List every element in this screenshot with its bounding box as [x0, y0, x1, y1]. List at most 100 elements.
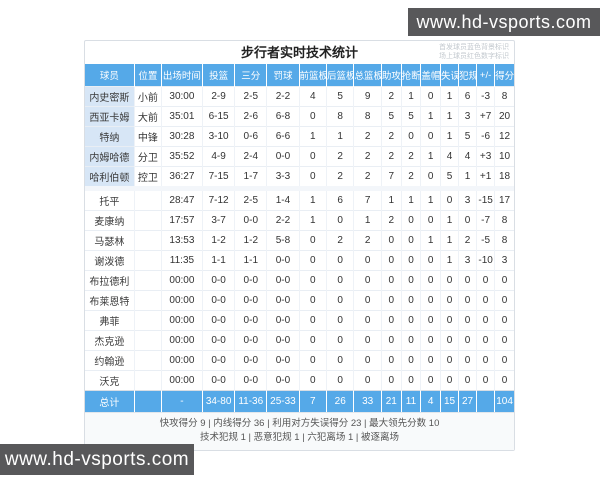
total-stat-cell	[476, 390, 496, 412]
stat-cell: 3-10	[202, 126, 236, 147]
column-header: 投篮	[202, 64, 236, 87]
stat-cell: 3-7	[202, 210, 236, 231]
stat-cell: 0	[420, 270, 442, 291]
stat-cell: 7-15	[202, 166, 236, 189]
stat-cell: 0-0	[266, 250, 300, 271]
stat-cell: 1	[440, 106, 460, 127]
stat-cell: 0	[353, 350, 382, 371]
stat-cell: 7-12	[202, 186, 236, 211]
stat-cell: 1	[299, 210, 327, 231]
stat-cell: 2	[401, 146, 422, 167]
stat-cell: 0	[494, 370, 514, 391]
total-stat-cell: 7	[299, 390, 327, 412]
legend-line-oncourt: 场上球员红色数字标识	[439, 52, 509, 60]
stat-cell: 0	[420, 370, 442, 391]
stat-cell: 0-0	[202, 310, 236, 331]
stats-table: 球员 位置 出场时间 投篮 三分 罚球 前篮板 后篮板 总篮板 助攻 抢断 盖帽 失误 犯规 +/- 得分 内史…	[85, 64, 514, 412]
title-row: 步行者实时技术统计 首发球员蓝色背景标识 场上球员红色数字标识	[85, 41, 514, 64]
stat-cell: 0	[353, 250, 382, 271]
total-stat-cell: 33	[353, 390, 382, 412]
stat-cell: 1	[420, 230, 442, 251]
stat-cell: 3	[458, 250, 478, 271]
stat-cell: 0	[476, 330, 496, 351]
stat-cell: 8	[494, 210, 514, 231]
stat-cell: 8	[494, 86, 514, 107]
stat-cell: 0	[420, 310, 442, 331]
stat-cell: -10	[476, 250, 496, 271]
total-stat-cell: -	[161, 390, 204, 412]
stat-cell: 2	[353, 166, 382, 189]
stat-cell: 0-0	[266, 350, 300, 371]
stat-cell: -7	[476, 210, 496, 231]
stat-cell: 2	[326, 166, 355, 189]
total-stat-cell: 34-80	[202, 390, 236, 412]
stat-cell: 0	[299, 166, 327, 189]
stat-cell: 0	[440, 350, 460, 371]
stat-cell: 0	[299, 370, 327, 391]
player-row: 西亚卡姆 大前 35:01 6-15 2-6 6-8 0 8 8 5 5 1 1 3 +7 20	[85, 106, 514, 127]
stat-cell: 20	[494, 106, 514, 127]
player-name-cell: 马瑟林	[85, 230, 135, 251]
stat-cell: 2-6	[234, 106, 268, 127]
player-row: 内史密斯 小前 30:00 2-9 2-5 2-2 4 5 9 2 1 0 1 6 -3 8	[85, 86, 514, 107]
stat-cell: 7	[381, 166, 402, 189]
stat-cell: 2	[353, 146, 382, 167]
player-name-cell: 沃克	[85, 370, 135, 391]
stat-cell: 8	[353, 106, 382, 127]
stat-cell: 0	[401, 350, 422, 371]
watermark-top: www.hd-vsports.com	[408, 8, 600, 36]
stat-cell: 1-4	[266, 186, 300, 211]
player-name-cell: 内史密斯	[85, 86, 135, 107]
stat-cell: 2-5	[234, 86, 268, 107]
stat-cell: -5	[476, 230, 496, 251]
stat-cell: 2-2	[266, 86, 300, 107]
total-stat-cell: 15	[440, 390, 460, 412]
stat-cell: 0-0	[234, 290, 268, 311]
stat-cell: 0	[458, 350, 478, 371]
stat-cell	[134, 310, 162, 331]
stat-cell: 0	[476, 290, 496, 311]
stat-cell: 0	[401, 250, 422, 271]
total-stat-cell: 4	[420, 390, 442, 412]
stat-cell: 0	[299, 330, 327, 351]
stat-cell: 0-0	[234, 330, 268, 351]
column-header: 球员	[85, 64, 135, 87]
stat-cell: 3	[494, 250, 514, 271]
stat-cell: 0-0	[266, 290, 300, 311]
stat-cell: 2	[381, 126, 402, 147]
stat-cell: 1	[440, 86, 460, 107]
stat-cell: 0	[381, 270, 402, 291]
stat-cell: 0	[440, 270, 460, 291]
stat-cell: 35:01	[161, 106, 204, 127]
column-header: 罚球	[266, 64, 300, 87]
stat-cell: 0	[299, 146, 327, 167]
stat-cell: 0	[420, 250, 442, 271]
stat-cell: 3-3	[266, 166, 300, 189]
stat-cell: 11:35	[161, 250, 204, 271]
total-stat-cell: 21	[381, 390, 402, 412]
stat-cell: 0	[458, 310, 478, 331]
stat-cell: 0	[458, 210, 478, 231]
stat-cell: 0	[401, 230, 422, 251]
stat-cell: 0-0	[234, 210, 268, 231]
stat-cell: 0-0	[234, 370, 268, 391]
stat-cell: 0-0	[202, 330, 236, 351]
stat-cell: 00:00	[161, 290, 204, 311]
column-header: 总篮板	[353, 64, 382, 87]
stat-cell: 3	[458, 106, 478, 127]
total-stat-cell: 11	[401, 390, 422, 412]
column-header: 位置	[134, 64, 162, 87]
stat-cell: 0	[420, 166, 442, 189]
stat-cell: 分卫	[134, 146, 162, 167]
stat-cell: 1	[440, 250, 460, 271]
total-stat-cell: 104	[494, 390, 514, 412]
stat-cell: 0	[381, 230, 402, 251]
stat-cell: 0	[458, 330, 478, 351]
stat-cell: 0	[440, 370, 460, 391]
player-row: 特纳 中锋 30:28 3-10 0-6 6-6 1 1 2 2 0 0 1 5 -6 12	[85, 126, 514, 147]
stat-cell: 0	[420, 86, 442, 107]
stat-cell: 1	[458, 166, 478, 189]
stat-cell: 大前	[134, 106, 162, 127]
stat-cell: 0	[353, 290, 382, 311]
stat-cell: 2-5	[234, 186, 268, 211]
